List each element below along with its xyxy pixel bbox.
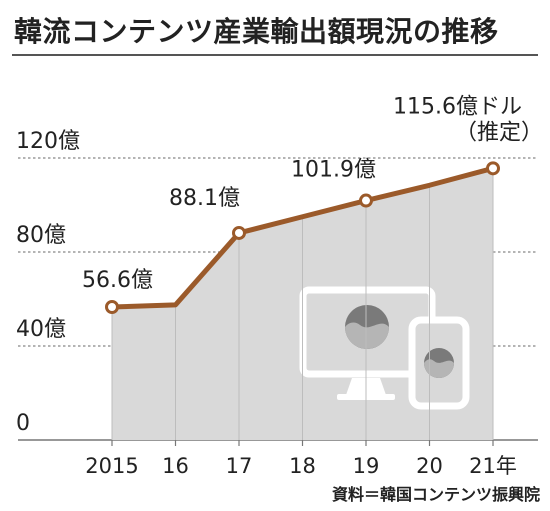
y-tick-label: 0 — [16, 411, 30, 436]
data-point — [105, 299, 119, 314]
data-label: 88.1億 — [169, 186, 240, 211]
title-divider — [12, 54, 538, 56]
y-tick-label: 80億 — [16, 223, 66, 248]
x-tick-label: 17 — [226, 454, 253, 478]
data-point — [232, 225, 246, 240]
chart-title: 韓流コンテンツ産業輸出額現況の推移 — [14, 15, 499, 48]
source-note: 資料＝韓国コンテンツ振興院 — [331, 485, 540, 504]
data-label: 56.6億 — [82, 268, 153, 293]
markers-layer — [105, 161, 500, 314]
x-tick-label: 21年 — [469, 454, 517, 478]
x-tick-label: 16 — [162, 454, 189, 478]
data-point — [486, 161, 500, 176]
data-label-note: （推定） — [455, 120, 543, 145]
data-label: 115.6億ドル — [393, 94, 522, 119]
data-point — [359, 193, 373, 208]
x-tick-label: 18 — [289, 454, 316, 478]
data-label: 101.9億 — [291, 158, 376, 183]
x-tick-label: 20 — [416, 454, 443, 478]
x-ticks: 2015 16 17 18 19 20 21年 — [85, 454, 517, 478]
phone-circle-accent — [424, 359, 454, 378]
x-tick-label: 19 — [353, 454, 380, 478]
labels-layer: 56.6億 88.1億 101.9億 115.6億ドル（推定） — [82, 94, 543, 293]
y-axis: 0 40億 80億 120億 — [16, 129, 80, 436]
y-tick-label: 120億 — [16, 129, 80, 154]
x-axis — [111, 168, 494, 446]
x-tick-label: 2015 — [85, 454, 138, 478]
devices-icon — [299, 286, 470, 410]
y-tick-label: 40億 — [16, 317, 66, 342]
series-line — [109, 165, 496, 310]
monitor-circle-accent — [345, 322, 389, 349]
